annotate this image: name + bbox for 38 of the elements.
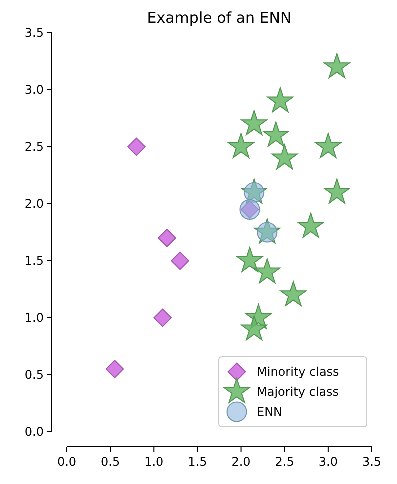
x-tick-label: 2.5 — [275, 455, 294, 469]
point — [171, 252, 190, 270]
point — [128, 138, 146, 156]
y-tick-label: 1.0 — [24, 311, 44, 325]
y-tick-label: 3.5 — [24, 26, 44, 40]
x-tick-label: 0.5 — [101, 455, 120, 469]
x-tick-label: 3.5 — [362, 455, 382, 469]
point — [267, 88, 294, 113]
point — [236, 247, 264, 272]
y-tick-label: 1.5 — [24, 254, 44, 268]
point — [241, 316, 268, 341]
x-tick-label: 2.0 — [232, 455, 251, 469]
point — [324, 178, 350, 204]
point — [106, 360, 124, 378]
x-tick-label: 1.5 — [188, 455, 208, 469]
x-tick-label: 1.0 — [144, 455, 164, 469]
legend-label: Majority class — [257, 385, 340, 399]
point — [298, 212, 324, 238]
y-tick-label: 0.5 — [24, 368, 44, 382]
point — [324, 53, 350, 78]
legend-label: ENN — [257, 405, 283, 419]
point — [228, 133, 254, 158]
y-tick-label: 3.0 — [24, 83, 44, 97]
chart-title: Example of an ENN — [147, 9, 292, 27]
point — [272, 144, 298, 170]
point — [254, 258, 281, 284]
point — [241, 110, 268, 136]
point — [280, 281, 307, 306]
x-tick-label: 0.0 — [57, 455, 77, 469]
y-tick-label: 2.5 — [24, 140, 44, 154]
point — [154, 308, 172, 328]
y-tick-label: 2.0 — [24, 197, 44, 211]
point — [315, 133, 342, 158]
legend-label: Minority class — [257, 365, 340, 379]
x-tick-label: 3.0 — [318, 455, 338, 469]
y-tick-label: 0.0 — [24, 425, 44, 439]
point — [158, 229, 176, 248]
point — [262, 122, 290, 147]
